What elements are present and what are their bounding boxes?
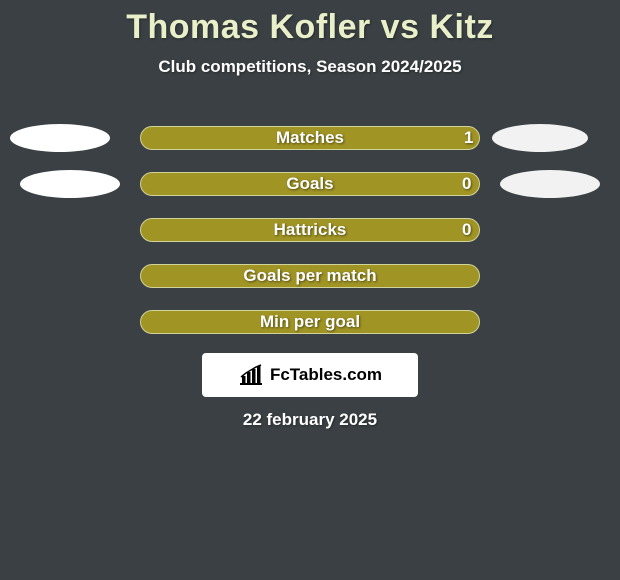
source-logo-text: FcTables.com (270, 365, 382, 385)
stat-row: Hattricks0 (0, 218, 620, 264)
comparison-infographic: Thomas Kofler vs Kitz Club competitions,… (0, 0, 620, 580)
player-marker-left (10, 124, 110, 152)
stat-row: Matches1 (0, 126, 620, 172)
page-subtitle: Club competitions, Season 2024/2025 (0, 57, 620, 77)
player-marker-left (20, 170, 120, 198)
stat-label: Min per goal (0, 312, 620, 332)
player-marker-right (500, 170, 600, 198)
stat-row: Goals0 (0, 172, 620, 218)
stat-row: Min per goal (0, 310, 620, 356)
page-title: Thomas Kofler vs Kitz (0, 0, 620, 47)
bar-chart-icon (238, 364, 264, 386)
stat-value-right: 0 (462, 174, 471, 194)
source-logo: FcTables.com (202, 353, 418, 397)
snapshot-date: 22 february 2025 (0, 410, 620, 430)
stat-label: Goals per match (0, 266, 620, 286)
stat-rows: Matches1Goals0Hattricks0Goals per matchM… (0, 126, 620, 356)
player-marker-right (492, 124, 588, 152)
stat-label: Hattricks (0, 220, 620, 240)
stat-value-right: 0 (462, 220, 471, 240)
stat-row: Goals per match (0, 264, 620, 310)
stat-value-right: 1 (464, 128, 473, 148)
